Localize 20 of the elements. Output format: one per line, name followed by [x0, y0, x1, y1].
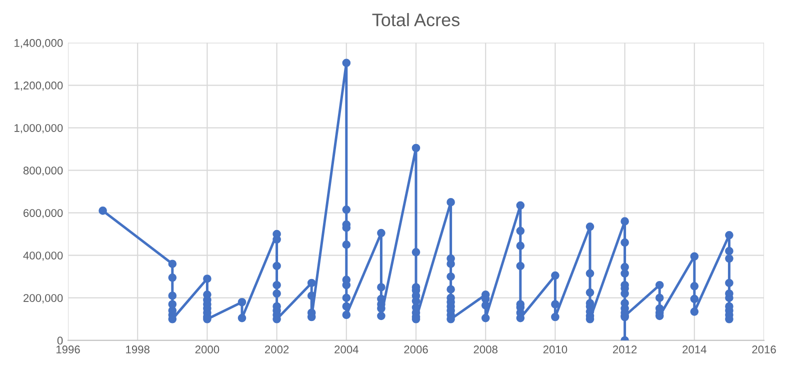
- x-tick-label: 2012: [613, 346, 637, 354]
- x-tick-label: 1996: [56, 346, 80, 354]
- y-tick-label: 1,400,000: [14, 39, 63, 48]
- chart-title: Total Acres: [372, 13, 460, 26]
- x-tick-label: 1998: [126, 346, 150, 354]
- x-tick-label: 2014: [682, 346, 706, 354]
- y-tick-label: 600,000: [24, 209, 63, 218]
- x-tick-label: 2006: [404, 346, 428, 354]
- y-tick-label: 1,200,000: [14, 82, 63, 91]
- y-tick-label: 1,000,000: [14, 124, 63, 134]
- y-tick-label: 800,000: [23, 166, 63, 176]
- x-tick-label: 2008: [474, 346, 498, 354]
- x-tick-label: 2002: [265, 346, 289, 354]
- x-tick-label: 2010: [543, 346, 568, 354]
- x-tick-label: 2004: [334, 346, 358, 354]
- x-tick-label: 2016: [752, 346, 776, 354]
- x-tick-label: 2000: [195, 346, 220, 354]
- y-tick-label: 400,000: [23, 252, 63, 261]
- y-tick-label: 0: [57, 336, 63, 345]
- y-tick-label: 200,000: [24, 294, 63, 304]
